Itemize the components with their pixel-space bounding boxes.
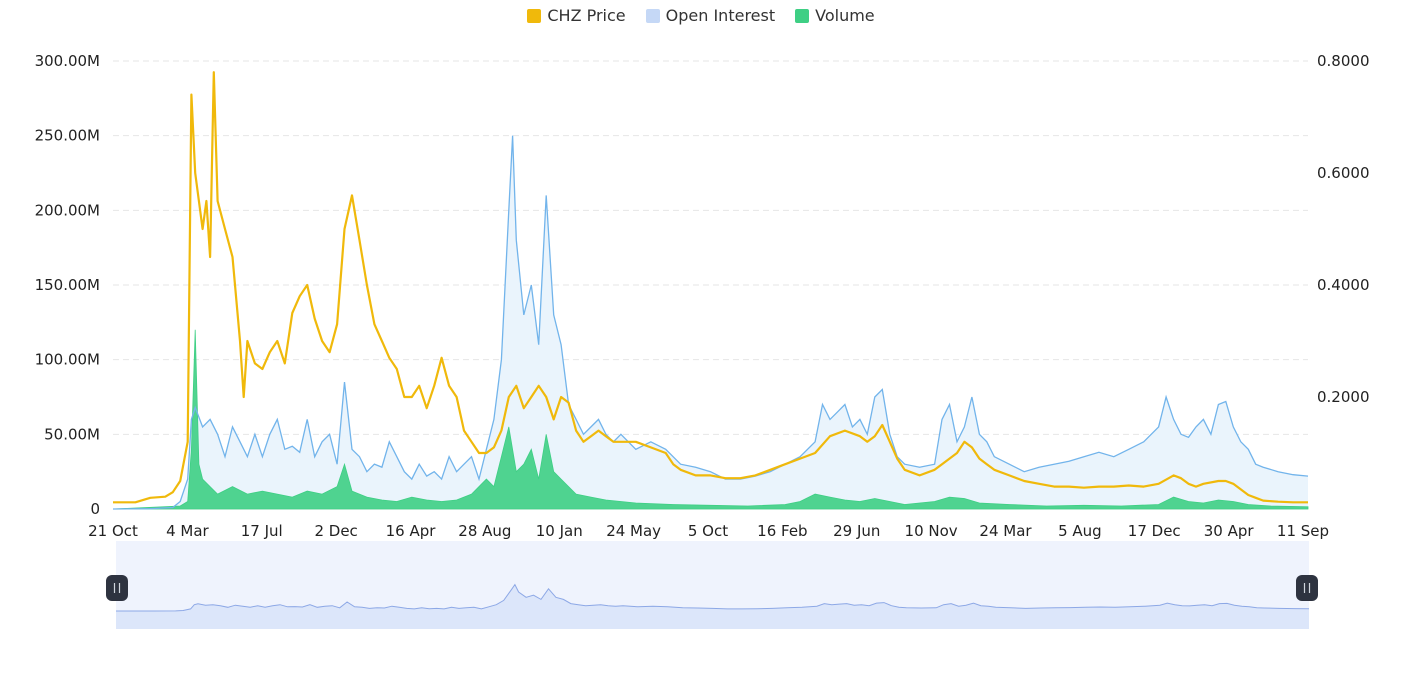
legend-label-price: CHZ Price: [547, 6, 626, 25]
range-navigator[interactable]: [106, 541, 1318, 629]
navigator-handle-left[interactable]: [106, 575, 128, 601]
x-tick-label: 2 Dec: [314, 522, 357, 540]
y-left-tick-label: 200.00M: [35, 201, 100, 219]
y-left-tick-label: 50.00M: [44, 425, 100, 443]
navigator-handle-right[interactable]: [1296, 575, 1318, 601]
x-tick-label: 16 Feb: [757, 522, 807, 540]
x-tick-label: 28 Aug: [458, 522, 511, 540]
x-tick-label: 10 Nov: [905, 522, 958, 540]
legend-swatch-volume: [795, 8, 810, 23]
y-left-tick-label: 100.00M: [35, 351, 100, 369]
y-axis-left: 0 50.00M 100.00M 150.00M 200.00M 250.00M 300.0…: [35, 52, 100, 518]
y-right-tick-label: 0.2000: [1317, 388, 1370, 406]
navigator-area: [116, 584, 1309, 629]
x-tick-label: 17 Dec: [1128, 522, 1181, 540]
y-left-tick-label: 250.00M: [35, 127, 100, 145]
x-tick-label: 5 Oct: [688, 522, 728, 540]
chart-grid: [113, 60, 1308, 510]
y-axis-right: 0.2000 0.4000 0.6000 0.8000: [1317, 52, 1370, 406]
x-tick-label: 16 Apr: [386, 522, 437, 540]
legend-swatch-price: [527, 8, 542, 23]
legend-item-volume[interactable]: Volume: [795, 6, 875, 25]
y-left-tick-label: 0: [90, 500, 100, 518]
open-interest-line: [112, 135, 1309, 510]
x-tick-label: 11 Sep: [1277, 522, 1329, 540]
x-tick-label: 17 Jul: [241, 522, 283, 540]
x-tick-label: 30 Apr: [1204, 522, 1255, 540]
navigator-handle-right-grip[interactable]: [1296, 575, 1318, 601]
y-right-tick-label: 0.8000: [1317, 52, 1370, 70]
x-tick-label: 4 Mar: [166, 522, 209, 540]
legend-swatch-open-interest: [645, 8, 660, 23]
navigator-handle-left-grip[interactable]: [106, 575, 128, 601]
x-tick-label: 24 Mar: [979, 522, 1032, 540]
y-left-tick-label: 150.00M: [35, 276, 100, 294]
chz-price-line: [113, 71, 1308, 504]
x-tick-label: 10 Jan: [536, 522, 583, 540]
legend-item-chz-price[interactable]: CHZ Price: [527, 6, 626, 25]
legend-item-open-interest[interactable]: Open Interest: [645, 6, 776, 25]
chart-legend: CHZ Price Open Interest Volume: [0, 6, 1402, 25]
volume-area: [112, 329, 1309, 510]
y-right-tick-label: 0.6000: [1317, 164, 1370, 182]
x-axis: 21 Oct 4 Mar 17 Jul 2 Dec 16 Apr 28 Aug 10 Jan…: [88, 522, 1329, 540]
x-tick-label: 21 Oct: [88, 522, 138, 540]
chart-series-lines: [112, 71, 1309, 510]
x-tick-label: 29 Jun: [833, 522, 880, 540]
legend-label-open-interest: Open Interest: [665, 6, 776, 25]
x-tick-label: 5 Aug: [1058, 522, 1102, 540]
x-tick-label: 24 May: [606, 522, 661, 540]
y-left-tick-label: 300.00M: [35, 52, 100, 70]
open-interest-area: [113, 135, 1308, 509]
y-right-tick-label: 0.4000: [1317, 276, 1370, 294]
navigator-line: [116, 583, 1310, 612]
legend-label-volume: Volume: [815, 6, 875, 25]
chart-series-areas: [112, 135, 1309, 510]
